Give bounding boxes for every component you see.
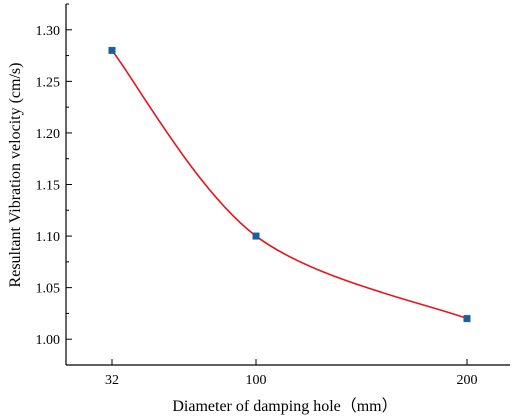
y-tick-label: 1.05 bbox=[36, 282, 61, 297]
series bbox=[108, 46, 471, 323]
series-line bbox=[111, 49, 468, 320]
x-ticks: 32 100 200 bbox=[105, 359, 478, 388]
x-tick-label: 100 bbox=[246, 373, 267, 388]
y-tick-label: 1.25 bbox=[36, 75, 61, 90]
data-point bbox=[252, 232, 260, 240]
y-tick-label: 1.30 bbox=[36, 24, 61, 39]
y-tick-label: 1.20 bbox=[36, 127, 61, 142]
x-axis-title: Diameter of damping hole（mm） bbox=[172, 397, 397, 415]
y-tick-label: 1.15 bbox=[36, 179, 61, 194]
y-tick-label: 1.10 bbox=[36, 230, 61, 245]
x-tick-label: 32 bbox=[105, 373, 119, 388]
x-tick-label: 200 bbox=[457, 373, 478, 388]
data-point bbox=[108, 46, 116, 54]
data-point bbox=[463, 315, 471, 323]
y-ticks: 1.00 1.05 1.10 1.15 1.20 1.25 1.30 bbox=[36, 3, 72, 348]
y-tick-label: 1.00 bbox=[36, 333, 61, 348]
y-axis-title: Resultant Vibration velocity (cm/s) bbox=[7, 63, 24, 288]
